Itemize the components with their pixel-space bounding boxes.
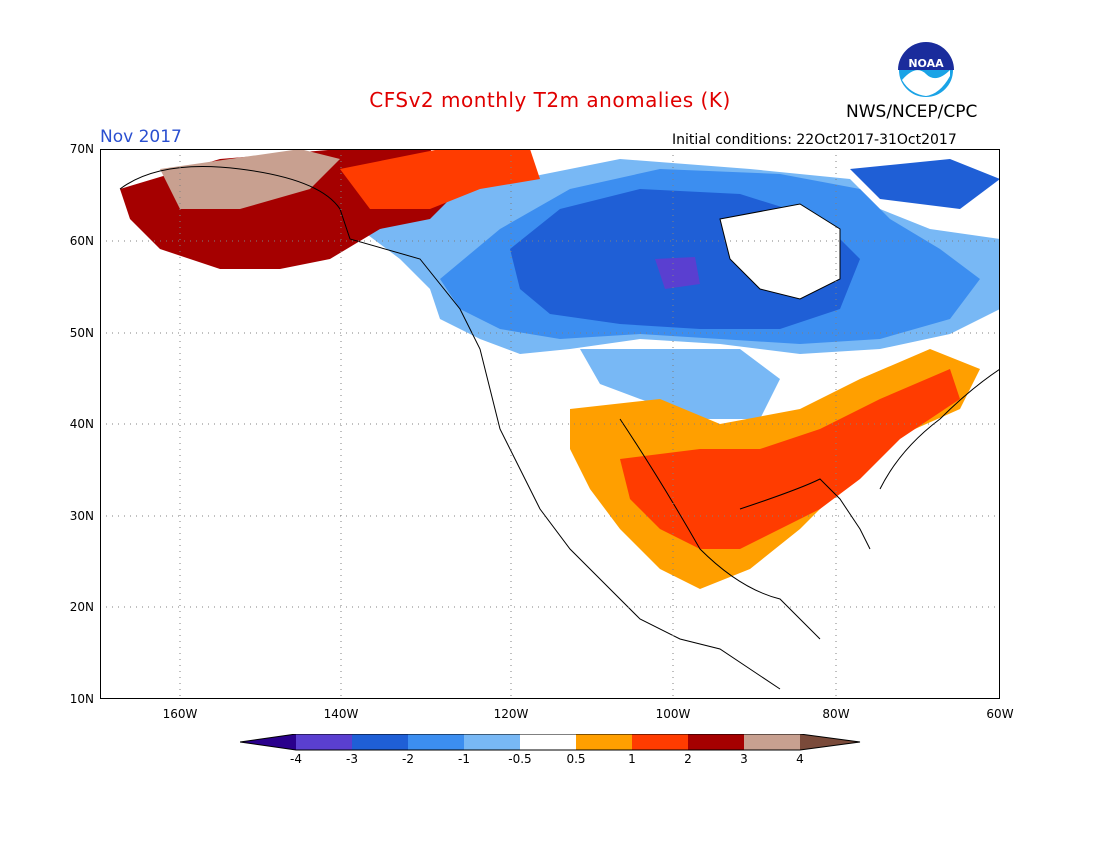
map-title: CFSv2 monthly T2m anomalies (K) (369, 88, 731, 112)
lon-label-120w: 120W (493, 707, 529, 721)
svg-text:NOAA: NOAA (908, 57, 944, 70)
colorbar-swatch-2-3 (688, 734, 744, 750)
colorbar-label-05: 0.5 (566, 752, 586, 766)
colorbar-label-minus3: -3 (346, 752, 358, 766)
hudson-bay (720, 204, 840, 299)
colorbar-swatch-minus2-minus1 (408, 734, 464, 750)
agency-label: NWS/NCEP/CPC (846, 102, 978, 122)
lon-label-140w: 140W (323, 707, 359, 721)
colorbar-swatch-3-4 (744, 734, 800, 750)
colorbar-swatch-minus3-minus2 (352, 734, 408, 750)
colorbar-label-minus1: -1 (458, 752, 470, 766)
anomaly-region-northern-plains (580, 349, 780, 419)
colorbar-swatch-lt-minus4 (240, 734, 296, 750)
forecast-month: Nov 2017 (100, 127, 182, 147)
colorbar-label-minus05: -0.5 (508, 752, 532, 766)
lat-label-50n: 50N (69, 326, 94, 340)
lon-label-160w: 160W (162, 707, 198, 721)
lat-label-20n: 20N (69, 600, 94, 614)
colorbar-label-1: 1 (628, 752, 636, 766)
anomaly-region-greenland-cold (850, 159, 1000, 209)
anomaly-region-yukon-warm (340, 149, 540, 209)
noaa-logo: NOAA (897, 41, 955, 99)
anomaly-region-hudson-coldest (655, 257, 700, 289)
colorbar-swatch-gt-4 (800, 734, 860, 750)
colorbar-label-minus2: -2 (402, 752, 414, 766)
lat-label-10n: 10N (69, 692, 94, 706)
colorbar-swatch-minus1-minus05 (464, 734, 520, 750)
colorbar-swatch-05-1 (576, 734, 632, 750)
colorbar-swatch-neutral (520, 734, 576, 750)
colorbar-label-4: 4 (796, 752, 804, 766)
anomaly-region-southeast-hot (620, 369, 960, 549)
colorbar-label-3: 3 (740, 752, 748, 766)
colorbar-swatch-minus4-minus3 (296, 734, 352, 750)
lon-label-80w: 80W (822, 707, 850, 721)
initial-conditions: Initial conditions: 22Oct2017-31Oct2017 (672, 132, 957, 148)
colorbar-swatch-1-2 (632, 734, 688, 750)
lat-label-60n: 60N (69, 234, 94, 248)
lon-label-60w: 60W (986, 707, 1014, 721)
colorbar-label-2: 2 (684, 752, 692, 766)
anomaly-map (100, 149, 1000, 699)
lon-label-100w: 100W (655, 707, 691, 721)
anomaly-region-alaska-hot (160, 149, 340, 209)
lat-label-70n: 70N (69, 142, 94, 156)
colorbar-label-minus4: -4 (290, 752, 302, 766)
lat-label-30n: 30N (69, 509, 94, 523)
colorbar (240, 734, 861, 751)
lat-label-40n: 40N (69, 417, 94, 431)
